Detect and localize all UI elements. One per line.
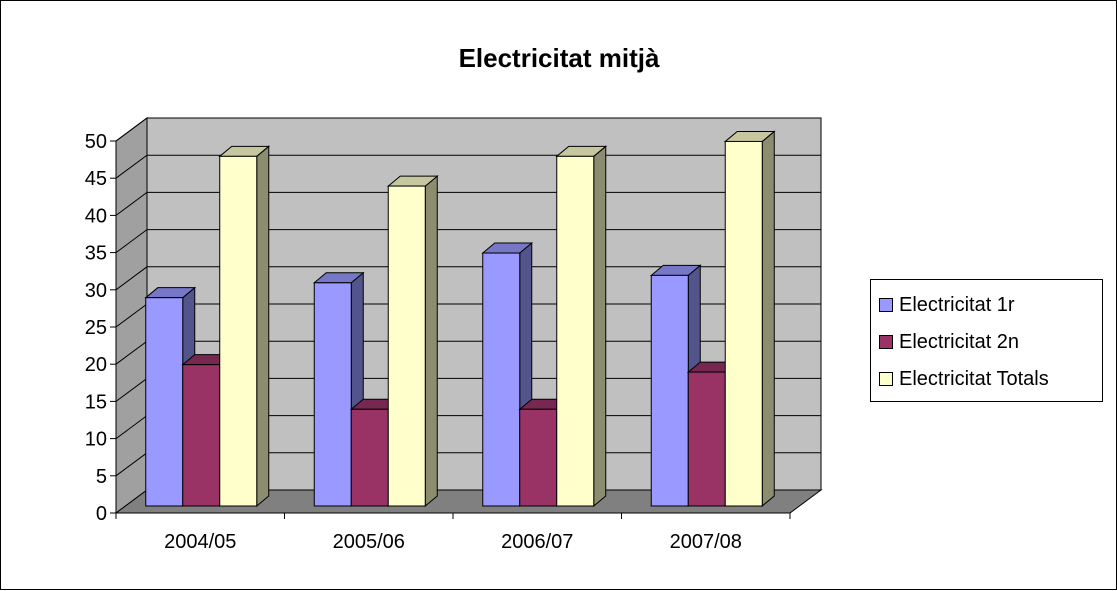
bar-front-face xyxy=(482,252,521,507)
bar-front-face xyxy=(219,155,258,507)
legend-item-series-1: Electricitat 1r xyxy=(879,292,1015,318)
bar-side-face xyxy=(424,175,438,508)
bar xyxy=(723,130,776,508)
bar-front-face xyxy=(724,140,763,507)
legend-swatch-series-3 xyxy=(879,372,893,386)
bar xyxy=(555,145,608,508)
y-tick-label: 0 xyxy=(96,503,107,525)
bars xyxy=(144,130,776,508)
y-tick-label: 40 xyxy=(85,205,107,227)
y-tick-label: 20 xyxy=(85,354,107,376)
y-tick-label: 50 xyxy=(85,131,107,153)
bar-front-face xyxy=(387,185,426,507)
bar xyxy=(649,264,702,508)
bar xyxy=(386,175,439,508)
bar-front-face xyxy=(556,155,595,507)
bar-front-face xyxy=(182,364,221,507)
bar-front-face xyxy=(145,297,184,507)
legend-label-series-3: Electricitat Totals xyxy=(899,367,1049,390)
y-tick-label: 15 xyxy=(85,391,107,413)
legend-swatch-series-2 xyxy=(879,335,893,349)
legend-item-series-3: Electricitat Totals xyxy=(879,366,1049,392)
legend-swatch-series-1 xyxy=(879,298,893,312)
bar-front-face xyxy=(313,282,352,507)
tick-labels: 0 5 10 15 20 25 30 35 40 45 50 2004/05 2005/06 2006/0… xyxy=(85,131,742,553)
y-tick-label: 45 xyxy=(85,168,107,190)
legend: Electricitat 1r Electricitat 2n Electric… xyxy=(870,279,1103,402)
x-tick-label: 2005/06 xyxy=(333,531,405,553)
bar-front-face xyxy=(519,408,558,507)
y-tick-label: 30 xyxy=(85,280,107,302)
y-tick-label: 5 xyxy=(96,466,107,488)
gridline xyxy=(115,117,821,142)
legend-label-series-1: Electricitat 1r xyxy=(899,293,1015,316)
bar-front-face xyxy=(687,371,726,507)
legend-item-series-2: Electricitat 2n xyxy=(879,329,1019,355)
x-tick-label: 2004/05 xyxy=(164,531,236,553)
y-tick-label: 10 xyxy=(85,429,107,451)
bar-front-face xyxy=(350,408,389,507)
y-tick-label: 25 xyxy=(85,317,107,339)
x-tick-label: 2006/07 xyxy=(501,531,573,553)
bar-side-face xyxy=(593,145,607,508)
axes xyxy=(110,140,791,519)
bar-side-face xyxy=(256,145,270,508)
legend-label-series-2: Electricitat 2n xyxy=(899,330,1020,353)
bar xyxy=(218,145,271,508)
chart-title: Electricitat mitjà xyxy=(459,43,660,73)
x-tick-label: 2007/08 xyxy=(670,531,742,553)
y-tick-label: 35 xyxy=(85,243,107,265)
bar-front-face xyxy=(650,274,689,507)
bar-side-face xyxy=(761,130,775,508)
